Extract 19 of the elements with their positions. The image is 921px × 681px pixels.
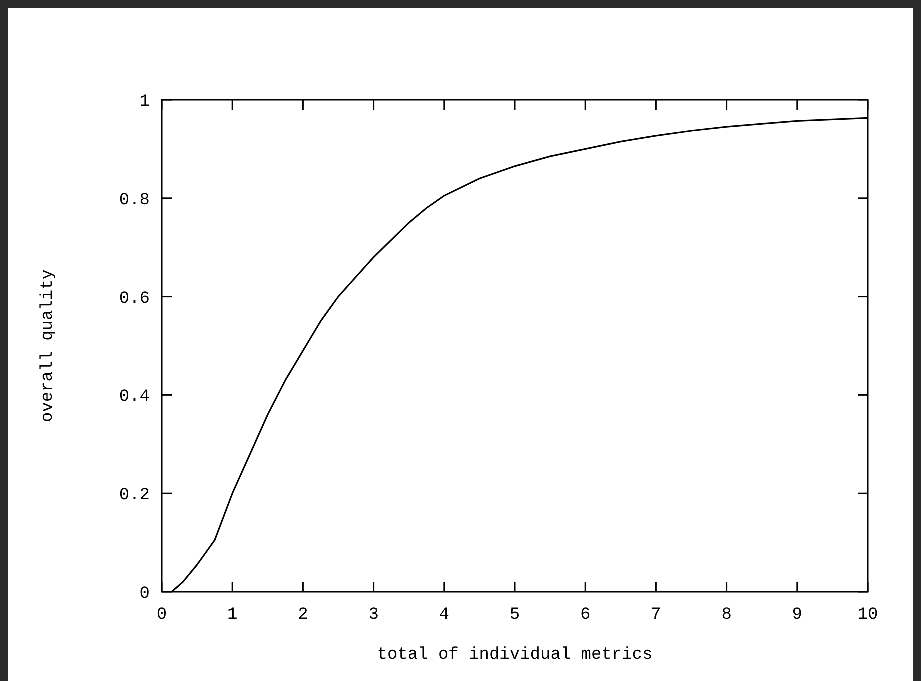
x-tick-label: 0 (156, 606, 168, 625)
x-tick-label: 9 (792, 606, 802, 625)
y-tick-label: 1 (140, 93, 150, 112)
x-tick-label: 5 (510, 606, 520, 625)
y-tick-label: 0.4 (119, 388, 150, 408)
x-tick-label: 3 (368, 606, 379, 625)
y-axis-title: overall quality (39, 269, 58, 423)
x-tick-label: 4 (439, 606, 450, 625)
x-tick-label: 6 (580, 606, 591, 625)
y-tick-label: 0.2 (119, 486, 150, 506)
y-tick-label: 0 (140, 585, 150, 604)
x-tick-label: 2 (298, 606, 308, 625)
x-axis-title: total of individual metrics (377, 646, 653, 665)
x-tick-label: 10 (858, 606, 878, 625)
y-tick-label: 0.8 (119, 191, 150, 210)
x-tick-label: 1 (228, 606, 238, 625)
y-tick-label: 0.6 (119, 290, 150, 309)
x-tick-label: 7 (651, 606, 662, 625)
x-tick-label: 8 (722, 606, 732, 625)
